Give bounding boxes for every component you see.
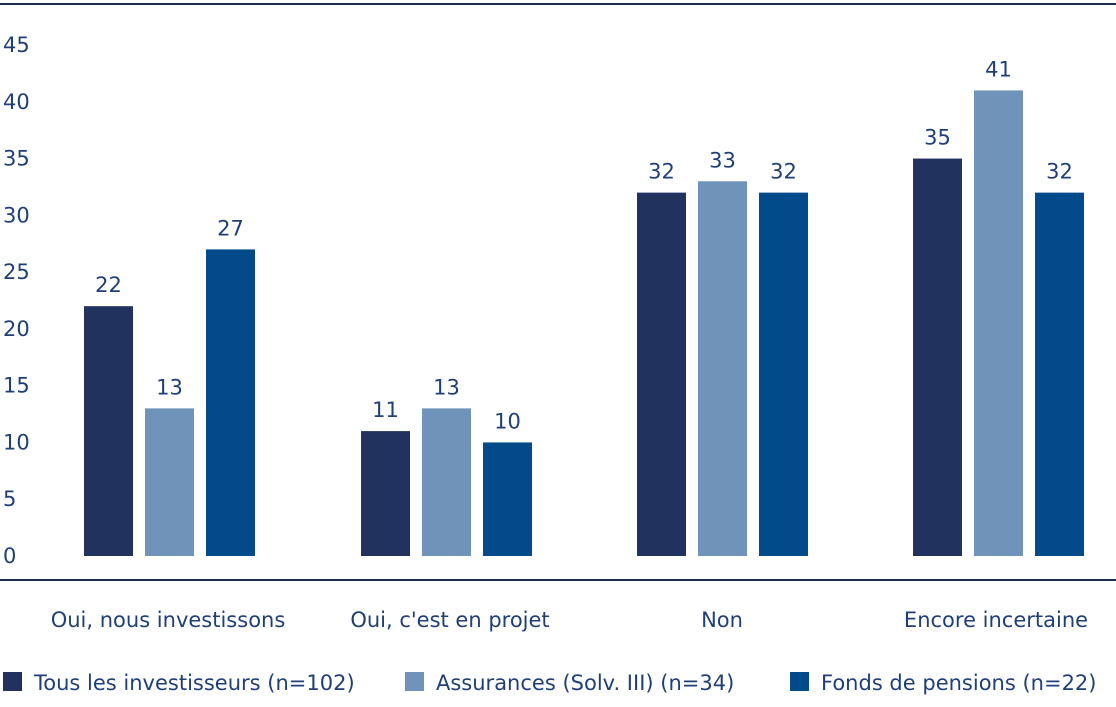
data-label: 33 — [709, 148, 736, 172]
y-tick-label: 5 — [3, 487, 16, 511]
bar — [759, 192, 808, 556]
bar — [698, 181, 747, 556]
data-label: 13 — [433, 375, 460, 399]
bar — [84, 306, 133, 556]
x-category-label: Non — [701, 608, 743, 632]
data-label: 35 — [924, 126, 951, 150]
bar — [974, 90, 1023, 556]
legend-swatch — [790, 672, 809, 691]
bar — [361, 431, 410, 556]
y-axis-ticks: 0 5 10 15 20 25 30 35 40 45 — [3, 33, 30, 568]
data-label: 11 — [372, 398, 399, 422]
x-axis-categories: Oui, nous investissons Oui, c'est en proj… — [51, 608, 1088, 632]
y-tick-label: 25 — [3, 260, 30, 284]
legend-swatch — [405, 672, 424, 691]
bar — [422, 408, 471, 556]
legend: Tous les investisseurs (n=102) Assurances… — [3, 671, 1096, 695]
legend-swatch — [3, 672, 22, 691]
x-category-label: Oui, nous investissons — [51, 608, 286, 632]
x-category-label: Encore incertaine — [904, 608, 1088, 632]
data-label: 32 — [1046, 160, 1073, 184]
bar — [145, 408, 194, 556]
chart-rules — [0, 3, 1116, 581]
bar — [637, 192, 686, 556]
bar — [206, 249, 255, 556]
data-label: 13 — [156, 375, 183, 399]
bars — [84, 90, 1084, 557]
data-label: 41 — [985, 57, 1012, 81]
y-tick-label: 45 — [3, 33, 30, 57]
data-label: 32 — [648, 160, 675, 184]
data-label: 22 — [95, 273, 122, 297]
x-category-label: Oui, c'est en projet — [350, 608, 549, 632]
legend-label: Assurances (Solv. III) (n=34) — [436, 671, 734, 695]
y-tick-label: 15 — [3, 374, 30, 398]
y-tick-label: 40 — [3, 90, 30, 114]
y-tick-label: 10 — [3, 430, 30, 454]
legend-label: Fonds de pensions (n=22) — [821, 671, 1096, 695]
bar — [483, 442, 532, 556]
y-tick-label: 35 — [3, 147, 30, 171]
bar — [913, 158, 962, 557]
data-label: 32 — [770, 160, 797, 184]
y-tick-label: 20 — [3, 317, 30, 341]
y-tick-label: 0 — [3, 544, 16, 568]
legend-label: Tous les investisseurs (n=102) — [33, 671, 355, 695]
data-label: 10 — [494, 409, 521, 433]
data-labels: 22 13 27 11 13 10 32 33 32 35 41 32 — [95, 57, 1073, 433]
y-tick-label: 30 — [3, 203, 30, 227]
data-label: 27 — [217, 216, 244, 240]
bar — [1035, 192, 1084, 556]
